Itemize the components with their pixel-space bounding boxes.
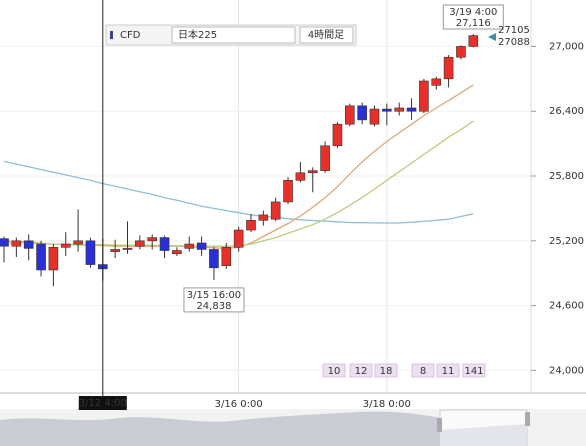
y-tick-label: 24,000 (549, 365, 584, 376)
candle-body (147, 237, 157, 242)
candle-body (431, 78, 442, 86)
y-tick-label: 25,800 (549, 171, 584, 182)
candle-body (283, 180, 293, 203)
x-tick-label: 3/18 0:00 (363, 399, 411, 410)
candle-body (135, 240, 145, 247)
candle-body (307, 170, 318, 174)
indicator-label: 8 (420, 366, 426, 377)
x-tick-label: 3/16 0:00 (215, 399, 263, 410)
candle-body (11, 240, 22, 247)
candle-body (172, 250, 182, 255)
indicator-button[interactable] (436, 363, 460, 378)
candle-body (60, 243, 71, 248)
indicator-button[interactable] (322, 363, 346, 378)
crosshair-label: 3/12 4:00 (79, 398, 127, 409)
timeframe-button[interactable] (299, 26, 354, 44)
indicator-button[interactable] (374, 363, 398, 378)
y-tick-label: 25,200 (549, 236, 584, 247)
market-label: CFD (120, 30, 141, 41)
candle-body (184, 243, 195, 249)
navigator-window-area (440, 424, 527, 446)
candle-body (332, 123, 343, 147)
price-tag: 27088 (498, 37, 530, 48)
ma-line (3, 160, 474, 224)
marker-box (183, 287, 245, 313)
marker-time: 3/19 4:00 (449, 7, 497, 18)
candle-body (73, 240, 83, 245)
candle-body (0, 238, 9, 247)
price-tag: 27105 (498, 25, 530, 36)
marker-value: 27,116 (456, 18, 491, 29)
price-pointer (488, 33, 496, 41)
candle-body (221, 246, 232, 266)
plot-area: 24,000 24,600 25,200 25,800 26,400 27,000 3/16… (0, 0, 584, 410)
candle-body (122, 248, 133, 250)
candle-body (382, 108, 392, 112)
navigator-handle[interactable] (437, 418, 442, 432)
indicator-button[interactable] (411, 363, 435, 378)
y-tick-label: 24,600 (549, 301, 584, 312)
marker-time: 3/15 16:00 (187, 290, 241, 301)
candle-body (468, 35, 479, 47)
indicator-label: 18 (380, 366, 393, 377)
candle-body (394, 107, 405, 112)
symbol-field[interactable] (171, 26, 296, 44)
toolbar: CFD 日本225 4時間足 (105, 24, 357, 46)
toolbar-icon (110, 31, 113, 39)
indicator-label: 12 (355, 366, 368, 377)
candle-body (369, 108, 380, 125)
candle-body (419, 80, 429, 112)
navigator-handle[interactable] (525, 412, 530, 426)
marker-value: 24,838 (196, 301, 231, 312)
candle-body (110, 249, 120, 252)
indicator-button[interactable] (349, 363, 373, 378)
candle-body (270, 201, 281, 220)
timeframe: 4時間足 (308, 29, 344, 41)
candle-body (456, 46, 466, 58)
candle-body (23, 240, 34, 249)
indicator-label: 11 (442, 366, 455, 377)
indicator-label: 10 (328, 366, 341, 377)
candle-body (258, 214, 269, 221)
indicator-label: 141 (464, 366, 483, 377)
candle-body (209, 249, 219, 269)
candle-body (357, 105, 367, 121)
symbol: 日本225 (178, 28, 217, 41)
candle-body (36, 243, 46, 271)
candle-body (443, 56, 454, 80)
candle-body (196, 242, 207, 250)
candle-body (320, 145, 330, 171)
candle-body (295, 172, 306, 181)
indicator-button[interactable] (462, 363, 486, 378)
navigator (0, 409, 586, 446)
candle-body (48, 246, 59, 271)
crosshair-label-bg (78, 396, 127, 410)
y-tick-label: 26,400 (549, 106, 584, 117)
candle-body (246, 219, 256, 231)
candle-body (233, 229, 244, 248)
candle-body (85, 240, 96, 265)
candle-body (406, 107, 417, 112)
marker-box (442, 4, 504, 30)
navigator-area (0, 411, 440, 446)
candle-body (344, 105, 355, 125)
y-tick-label: 27,000 (549, 41, 584, 52)
candle-body (159, 237, 170, 251)
